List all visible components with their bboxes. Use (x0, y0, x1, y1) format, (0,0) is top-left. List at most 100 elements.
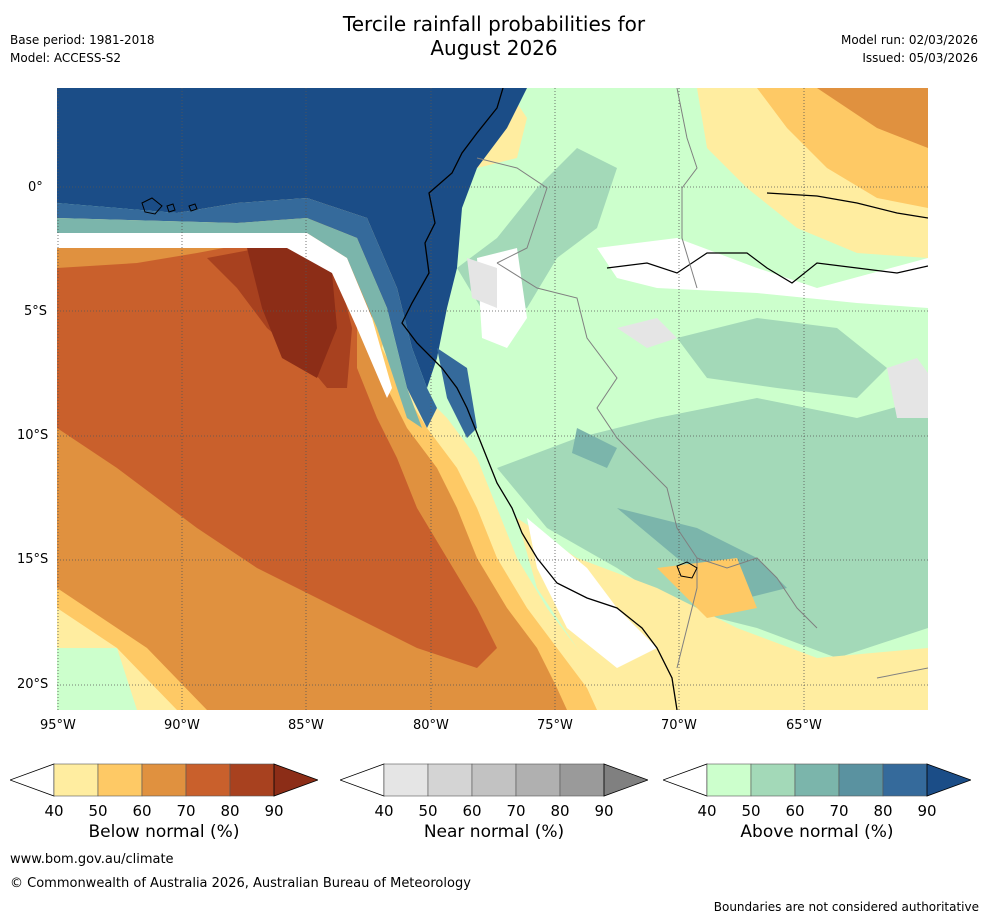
title-line-2: August 2026 (430, 36, 558, 60)
colorbar-tick-label: 60 (785, 802, 805, 820)
colorbar-segment (794, 763, 840, 797)
lon-label: 75°W (537, 718, 573, 733)
colorbar-below-normal: 40 50 60 70 80 90 Below normal (%) (8, 762, 320, 862)
colorbar-near-ticks: 40 50 60 70 80 90 (340, 802, 648, 822)
disclaimer: Boundaries are not considered authoritat… (713, 900, 979, 914)
colorbar-tick-label: 60 (132, 802, 152, 820)
issued-date: Issued: 05/03/2026 (862, 51, 978, 65)
colorbar-segment (97, 763, 143, 797)
coastline (401, 88, 678, 710)
colorbar-segment (515, 763, 561, 797)
colorbar-segment (427, 763, 473, 797)
colorbar-extend-low (338, 763, 385, 797)
colorbar-above-title: Above normal (%) (740, 822, 894, 842)
lat-label: 10°S (17, 428, 49, 443)
colorbar-tick-label: 90 (594, 802, 614, 820)
colorbar-tick-label: 80 (550, 802, 570, 820)
map-title: Tercile rainfall probabilities for Augus… (0, 12, 988, 60)
ocean-below-normal-90 (247, 248, 337, 378)
lon-label: 95°W (40, 718, 76, 733)
colorbar-above-svg (661, 763, 973, 797)
border-southeast (876, 667, 928, 679)
coastal-above-normal-band (437, 348, 477, 438)
colorbar-tick-label: 60 (462, 802, 482, 820)
colorbar-below-ticks: 40 50 60 70 80 90 (10, 802, 318, 822)
colorbar-tick-label: 80 (873, 802, 893, 820)
colorbar-extend-low (661, 763, 708, 797)
lat-label: 20°S (17, 677, 49, 692)
near-normal-patch-3 (617, 318, 677, 348)
lon-label: 80°W (413, 718, 449, 733)
above-normal-zone-2 (677, 318, 887, 398)
colorbar-near-svg (338, 763, 650, 797)
colorbar-tick-label: 40 (44, 802, 64, 820)
border-peru-brazil (496, 262, 698, 588)
colorbar-tick-label: 50 (418, 802, 438, 820)
lat-label: 5°S (24, 304, 48, 319)
southwest-above-normal (57, 648, 137, 710)
colorbar-tick-label: 80 (220, 802, 240, 820)
colorbar-extend-low (8, 763, 55, 797)
colorbar-tick-label: 70 (829, 802, 849, 820)
colorbar-tick-label: 40 (697, 802, 717, 820)
above-normal-zone-5 (572, 428, 617, 468)
colorbar-segment (229, 763, 275, 797)
colorbar-tick-label: 70 (176, 802, 196, 820)
border-ecuador-colombia (476, 157, 548, 264)
near-normal-patch-1 (467, 258, 497, 308)
lake-titicaca (676, 561, 698, 579)
colorbar-segment (141, 763, 187, 797)
base-period: Base period: 1981-2018 (10, 33, 155, 47)
river-line (606, 252, 928, 284)
lat-label: 15°S (17, 552, 49, 567)
lon-label: 65°W (786, 718, 822, 733)
colorbar-extend-high (273, 763, 320, 797)
colorbar-near-title: Near normal (%) (423, 822, 565, 842)
colorbar-segment (53, 763, 99, 797)
colorbar-segment (838, 763, 884, 797)
river-line-north (766, 192, 928, 219)
colorbar-tick-label: 90 (264, 802, 284, 820)
colorbar-segment (383, 763, 429, 797)
galapagos-island-1 (141, 197, 163, 215)
lon-label: 90°W (164, 718, 200, 733)
below-normal-zone-south-2 (657, 558, 757, 618)
colorbar-tick-label: 90 (917, 802, 937, 820)
copyright: © Commonwealth of Australia 2026, Austra… (10, 876, 471, 891)
near-normal-patch-2 (887, 358, 928, 418)
galapagos-island-2 (166, 203, 176, 213)
lon-label: 85°W (288, 718, 324, 733)
model-name: Model: ACCESS-S2 (10, 51, 122, 65)
neutral-band-south (527, 518, 657, 668)
colorbar-tick-label: 40 (374, 802, 394, 820)
colorbar-segment (559, 763, 605, 797)
colorbar-above-normal: 40 50 60 70 80 90 Above normal (%) (661, 762, 973, 862)
colorbar-below-title: Below normal (%) (88, 822, 240, 842)
colorbar-segment (882, 763, 928, 797)
country-borders (476, 88, 928, 679)
colorbar-segment (185, 763, 231, 797)
colorbar-tick-label: 50 (741, 802, 761, 820)
below-normal-zone-north-3 (817, 88, 928, 148)
colorbar-above-ticks: 40 50 60 70 80 90 (663, 802, 971, 822)
lon-label: 70°W (661, 718, 697, 733)
colorbar-segment (706, 763, 752, 797)
border-bolivia (696, 557, 818, 629)
ocean-above-normal-90 (57, 88, 527, 388)
rainfall-probability-map (57, 88, 928, 710)
graticule (57, 88, 928, 710)
model-run: Model run: 02/03/2026 (840, 33, 978, 47)
galapagos-island-3 (188, 203, 198, 212)
lat-label: 0° (28, 180, 43, 195)
border-chile-bolivia (676, 587, 698, 669)
colorbar-tick-label: 70 (506, 802, 526, 820)
colorbar-extend-high (926, 763, 973, 797)
colorbar-tick-label: 50 (88, 802, 108, 820)
ocean-below-normal-70 (57, 238, 497, 668)
above-normal-zone-4 (617, 508, 787, 598)
map-svg (57, 88, 928, 710)
colorbar-segment (750, 763, 796, 797)
colorbar-segment (471, 763, 517, 797)
website-link[interactable]: www.bom.gov.au/climate (10, 852, 174, 867)
colorbar-below-svg (8, 763, 320, 797)
